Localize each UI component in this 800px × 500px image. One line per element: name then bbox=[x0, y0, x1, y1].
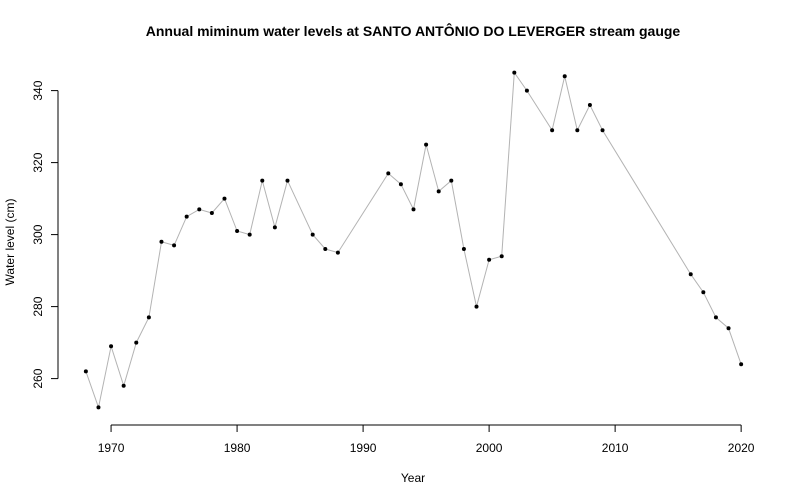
data-point bbox=[411, 207, 416, 212]
data-point bbox=[121, 383, 126, 388]
x-tick-label: 2000 bbox=[476, 441, 503, 455]
data-point bbox=[499, 254, 504, 259]
data-point bbox=[424, 142, 429, 147]
series-line bbox=[85, 71, 742, 410]
data-point bbox=[487, 257, 492, 262]
data-point bbox=[575, 128, 580, 133]
x-tick-label: 1990 bbox=[350, 441, 377, 455]
data-point bbox=[713, 315, 718, 320]
data-point bbox=[109, 344, 114, 349]
data-point bbox=[398, 182, 403, 187]
data-point bbox=[172, 243, 177, 248]
data-point bbox=[272, 225, 277, 230]
data-point bbox=[134, 340, 139, 345]
data-point bbox=[184, 214, 189, 219]
data-point bbox=[335, 250, 340, 255]
x-axis-label: Year bbox=[401, 471, 425, 485]
data-point bbox=[247, 232, 252, 237]
data-point bbox=[512, 70, 517, 75]
data-point bbox=[600, 128, 605, 133]
x-tick-label: 1980 bbox=[224, 441, 251, 455]
data-point bbox=[323, 247, 328, 251]
data-point bbox=[209, 211, 214, 215]
x-tick-label: 1970 bbox=[98, 441, 125, 455]
data-point bbox=[96, 405, 101, 410]
y-tick-label: 260 bbox=[31, 368, 45, 388]
x-tick-label: 2020 bbox=[728, 441, 755, 455]
chart-title: Annual miminum water levels at SANTO ANT… bbox=[146, 22, 681, 39]
data-point bbox=[159, 239, 164, 244]
data-point bbox=[461, 247, 466, 251]
data-point bbox=[197, 207, 202, 212]
y-tick-label: 340 bbox=[31, 80, 45, 100]
data-point bbox=[386, 171, 391, 176]
y-tick-label: 280 bbox=[31, 296, 45, 316]
data-point bbox=[260, 178, 265, 183]
data-point bbox=[550, 128, 555, 133]
series-points-group bbox=[83, 70, 744, 410]
data-point bbox=[436, 189, 441, 194]
data-point bbox=[449, 178, 454, 183]
data-point bbox=[688, 272, 693, 277]
y-axis: 260 280 300 320 340 bbox=[31, 80, 59, 389]
x-tick-label: 2010 bbox=[602, 441, 629, 455]
data-point bbox=[310, 232, 315, 237]
x-axis: 1970 1980 1990 2000 2010 2020 bbox=[98, 424, 755, 455]
data-point bbox=[701, 290, 706, 295]
y-tick-label: 320 bbox=[31, 152, 45, 172]
data-point bbox=[222, 196, 227, 201]
data-point bbox=[562, 74, 567, 79]
data-point bbox=[587, 103, 592, 107]
data-point bbox=[83, 369, 88, 374]
y-axis-label: Water level (cm) bbox=[3, 199, 17, 286]
y-tick-label: 300 bbox=[31, 224, 45, 244]
data-point bbox=[146, 315, 151, 320]
data-point bbox=[285, 178, 290, 183]
data-point bbox=[739, 362, 744, 367]
data-point bbox=[524, 88, 529, 93]
data-point bbox=[235, 229, 240, 233]
series-line-group bbox=[85, 71, 742, 410]
data-point bbox=[474, 304, 479, 309]
data-point bbox=[726, 326, 731, 331]
